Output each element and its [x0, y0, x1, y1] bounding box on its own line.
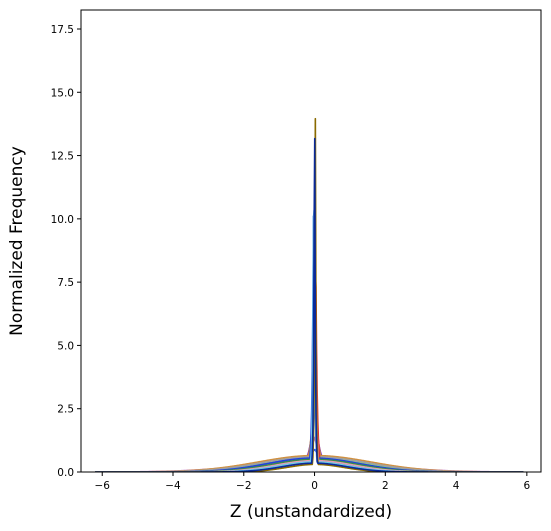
x-tick-label: 0 — [311, 480, 318, 492]
y-tick-label: 5.0 — [57, 340, 74, 352]
plot-frame — [80, 9, 542, 473]
y-tick-label: 2.5 — [57, 404, 74, 416]
x-tick-label: −4 — [165, 480, 181, 492]
x-tick-label: 6 — [524, 480, 531, 492]
y-tick-label: 12.5 — [51, 151, 74, 163]
series-line — [94, 117, 524, 472]
x-tick-label: 4 — [453, 480, 460, 492]
y-tick-label: 0.0 — [57, 467, 74, 479]
x-tick-label: −2 — [236, 480, 251, 492]
series-line — [94, 137, 524, 472]
y-tick-label: 15.0 — [51, 87, 74, 99]
y-tick-label: 17.5 — [51, 24, 74, 36]
y-tick-label: 7.5 — [57, 277, 74, 289]
y-axis: 0.0 2.5 5.0 7.5 10.0 12.5 15.0 17.5 — [51, 24, 81, 479]
x-axis-label: Z (unstandardized) — [230, 502, 392, 522]
y-tick-label: 10.0 — [51, 214, 74, 226]
y-axis-label: Normalized Frequency — [7, 146, 27, 336]
x-tick-label: 2 — [382, 480, 389, 492]
x-axis: −6 −4 −2 0 2 4 6 — [94, 472, 531, 492]
x-tick-label: −6 — [94, 480, 110, 492]
